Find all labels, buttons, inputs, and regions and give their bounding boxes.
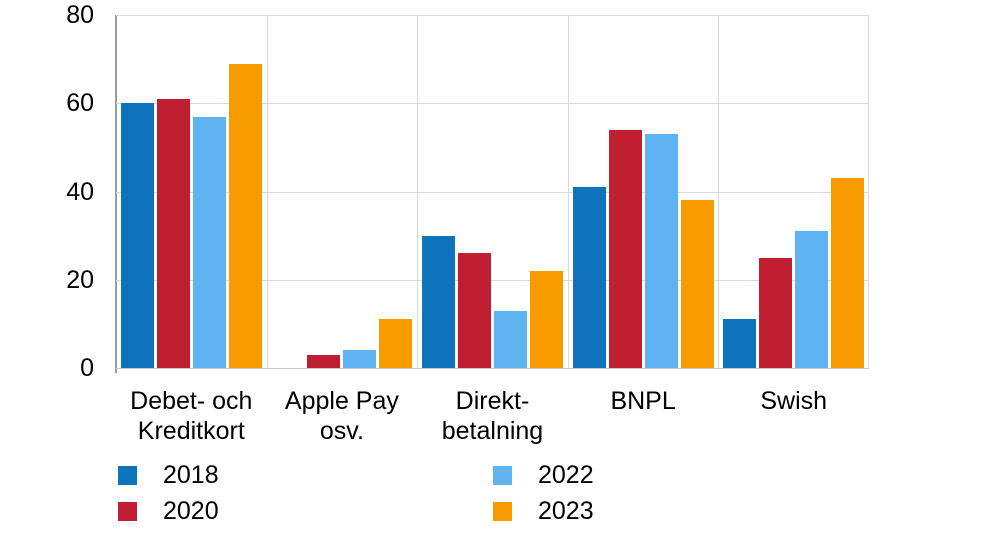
- legend-swatch-2020: [118, 502, 137, 521]
- bar-2022: [644, 134, 678, 368]
- bar-2020: [307, 354, 341, 368]
- bar-2023: [529, 270, 563, 368]
- legend-swatch-2018: [118, 466, 137, 485]
- bar-group: [417, 15, 568, 368]
- x-axis-line: [116, 368, 869, 369]
- y-axis-line: [115, 15, 117, 373]
- category-separator: [718, 15, 720, 368]
- legend-label: 2022: [538, 461, 594, 489]
- gridline-40: [116, 191, 869, 193]
- category-label: Swish: [718, 386, 869, 416]
- bar-2018: [421, 235, 455, 368]
- bar-group: [267, 15, 418, 368]
- bar-2020: [457, 253, 491, 368]
- category-separator: [266, 15, 268, 368]
- bar-2020: [156, 98, 190, 368]
- category-label-line: Direkt-: [455, 387, 530, 415]
- bar-2022: [343, 350, 377, 368]
- bar-group: [718, 15, 869, 368]
- bar-2022: [192, 116, 226, 368]
- bar-2020: [608, 129, 642, 368]
- category-label: Apple Pay osv.: [267, 386, 418, 446]
- legend-label: 2020: [163, 497, 219, 525]
- bar-2018: [723, 319, 757, 368]
- category-label-line: betalning: [441, 417, 544, 445]
- legend-label: 2018: [163, 461, 219, 489]
- bar-2018: [572, 187, 606, 368]
- y-tick-label: 0: [80, 354, 94, 382]
- bar-group: [568, 15, 719, 368]
- legend-item-2022: 2022: [493, 463, 594, 488]
- bar-group: [116, 15, 267, 368]
- bar-2023: [379, 319, 413, 368]
- y-tick-label: 60: [66, 89, 94, 118]
- category-label-line: Apple Pay osv.: [284, 387, 399, 445]
- bar-2018: [120, 103, 154, 368]
- plot-right-border: [868, 15, 869, 368]
- bar-2023: [680, 200, 714, 368]
- category-label: BNPL: [568, 386, 719, 416]
- legend-item-2018: 2018: [118, 463, 219, 488]
- plot-area: [116, 15, 869, 369]
- category-label-line: Swish: [760, 387, 828, 415]
- bar-2022: [795, 231, 829, 368]
- legend-swatch-2022: [493, 466, 512, 485]
- legend-label: 2023: [538, 497, 594, 525]
- category-label: Direkt-betalning: [417, 386, 568, 446]
- gridline-20: [116, 279, 869, 281]
- category-label: Debet- och Kreditkort: [116, 386, 267, 446]
- y-tick-label: 80: [66, 1, 94, 29]
- legend-item-2020: 2020: [118, 499, 219, 524]
- bar-2023: [831, 178, 865, 368]
- category-label-line: Kreditkort: [137, 417, 245, 445]
- legend-item-2023: 2023: [493, 499, 594, 524]
- category-label-line: Debet- och: [130, 387, 253, 415]
- category-label-line: BNPL: [610, 387, 676, 415]
- gridline-60: [116, 103, 869, 105]
- gridline-80: [116, 15, 869, 16]
- y-tick-label: 20: [66, 265, 94, 294]
- category-separator: [567, 15, 569, 368]
- bar-2022: [493, 310, 527, 368]
- category-separator: [417, 15, 419, 368]
- bar-2020: [759, 257, 793, 368]
- legend-swatch-2023: [493, 502, 512, 521]
- y-tick-label: 40: [66, 177, 94, 206]
- bar-2023: [228, 63, 262, 368]
